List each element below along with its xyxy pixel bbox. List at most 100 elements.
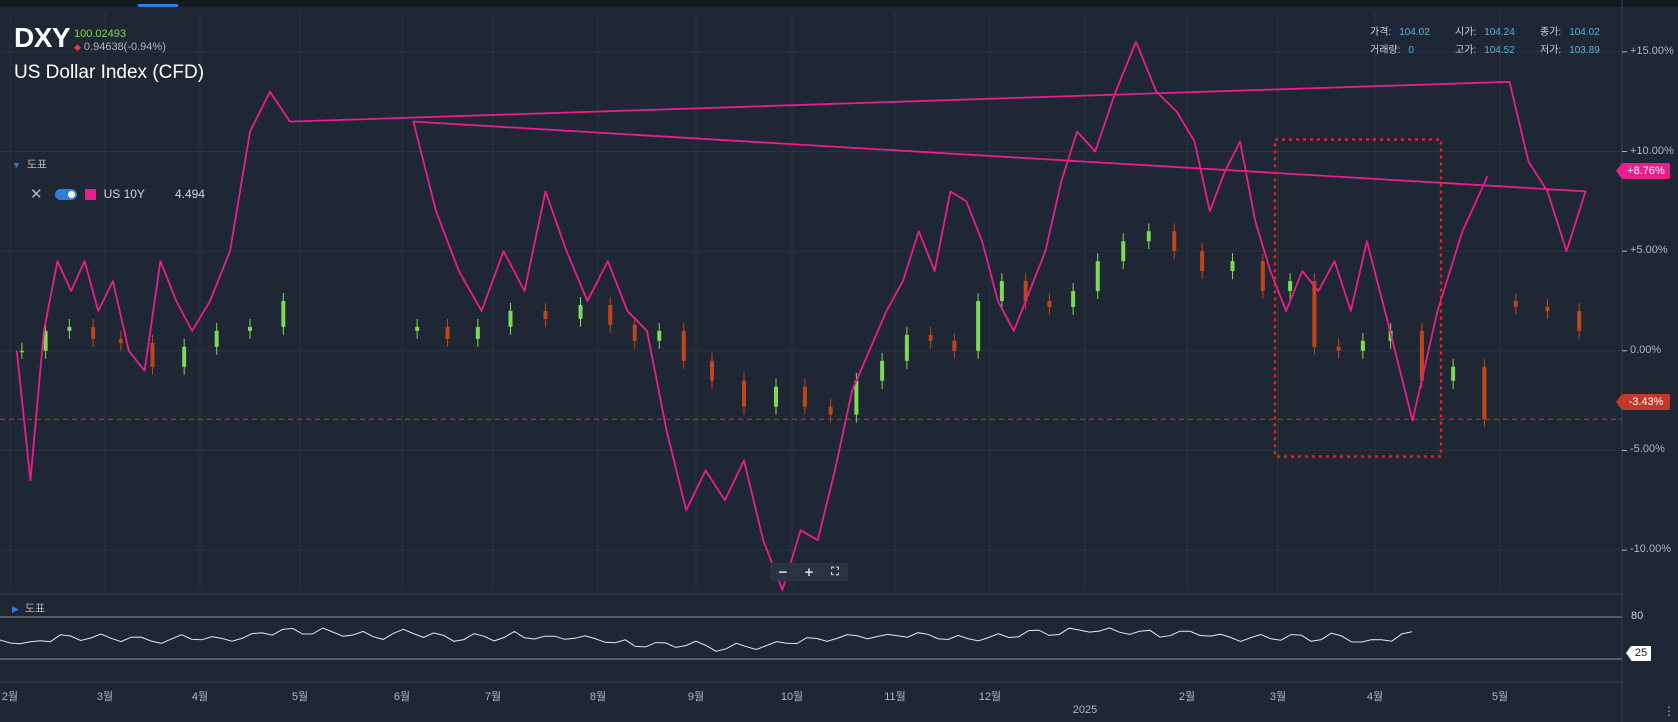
x-tick-label-8: 10월 (780, 691, 804, 703)
candle-body-23 (710, 360, 714, 381)
candle-body-27 (828, 406, 833, 415)
x-tick-label-2: 4월 (191, 691, 209, 703)
zoom-out-button[interactable]: − (778, 563, 788, 581)
x-tick-label-0: 2월 (1, 691, 19, 703)
x-tick-label-9: 11월 (884, 691, 906, 703)
candle-body-19 (608, 304, 613, 325)
candle-body-11 (1545, 306, 1550, 311)
indicator-toggle-label: 도표 (26, 159, 48, 171)
y-tick-label-4: -5.00% (1630, 443, 1665, 456)
candle-body-52 (1482, 366, 1487, 420)
highlight-box (1273, 138, 1443, 458)
indicator-toggle[interactable]: ▼ 도표 (12, 156, 47, 172)
candle-body-43 (1230, 261, 1235, 272)
x-tick-label-13: 3월 (1269, 691, 1287, 703)
lower-panel-toggle[interactable]: ▶ 도표 (12, 600, 45, 616)
x-tick-label-10: 12월 (978, 691, 1002, 703)
y-tick-label-0: +15.00% (1630, 44, 1674, 57)
candle-body-48 (1360, 340, 1365, 351)
candle-body-32 (952, 340, 957, 351)
y-tick-label-1: +10.00% (1630, 144, 1674, 157)
x-tick-label-6: 8월 (589, 691, 607, 703)
candle-body-25 (774, 386, 778, 407)
legend-us10y: ✕ US 10Y 4.494 (30, 185, 205, 203)
candle-body-45 (1288, 281, 1293, 292)
symbol-ticker: DXY (14, 22, 71, 53)
close-icon[interactable]: ✕ (30, 186, 43, 203)
x-tick-label-4: 6월 (393, 691, 411, 703)
candle-body-36 (1047, 301, 1052, 307)
x-tick-label-14: 4월 (1366, 691, 1384, 703)
candle-body-28 (854, 380, 859, 415)
candle-body-0 (19, 350, 24, 353)
ohlc-item-3: 거래량: 0 (1370, 41, 1414, 56)
candle-body-1 (43, 330, 48, 351)
us10y-line (15, 41, 1587, 591)
candle-body-31 (928, 334, 933, 341)
candle-body-21 (657, 330, 662, 341)
candle-body-26 (802, 386, 807, 407)
candle-body-13 (415, 326, 420, 331)
y-tick-label-2: +5.00% (1630, 244, 1668, 257)
candle-body-34 (999, 281, 1004, 301)
fullscreen-button[interactable]: ⛶ (831, 565, 839, 578)
zoom-in-button[interactable]: + (804, 563, 814, 581)
candle-body-14 (445, 326, 450, 339)
ohlc-label: 거래량: (1370, 45, 1401, 56)
more-options-icon[interactable]: ⋮ (1663, 704, 1675, 718)
candle-body-44 (1260, 261, 1265, 292)
candle-body-47 (1336, 346, 1341, 351)
oscillator-value-badge: 25 (1626, 646, 1651, 661)
ohlc-label: 시가: (1455, 27, 1477, 38)
ohlc-value: 104.02 (1569, 27, 1600, 38)
ohlc-value: 104.24 (1484, 27, 1515, 38)
candle-body-10 (1513, 301, 1518, 307)
candle-body-5 (150, 342, 155, 367)
top-tab-bar (0, 0, 1678, 7)
down-arrow-icon: ◆ (74, 42, 81, 52)
lower-panel-label: 도표 (24, 603, 46, 615)
us10y-series-line (15, 41, 1587, 591)
visibility-toggle[interactable] (54, 188, 77, 200)
ohlc-label: 저가: (1540, 45, 1562, 56)
x-tick-label-1: 3월 (96, 691, 114, 703)
ohlc-value: 103.89 (1569, 45, 1600, 56)
candle-body-15 (475, 326, 480, 339)
instrument-title: US Dollar Index (CFD) (14, 62, 205, 83)
last-price: 100.02493 (74, 28, 126, 40)
candle-body-41 (1172, 231, 1177, 252)
x-tick-label-5: 7월 (484, 691, 502, 703)
price-change-value: 0.94638(-0.94%) (83, 41, 166, 53)
x-tick-label-12: 2월 (1178, 691, 1196, 703)
active-tab-indicator[interactable] (138, 4, 178, 7)
us10y-value-badge: +8.76% (1616, 163, 1670, 179)
collapse-triangle-icon[interactable]: ▼ (12, 160, 21, 170)
candle-body-7 (214, 330, 219, 347)
ohlc-value: 0 (1408, 45, 1414, 56)
legend-series-value: 4.494 (174, 187, 205, 201)
candle-body-39 (1121, 241, 1126, 262)
ohlc-label: 가격: (1370, 27, 1392, 38)
x-year-label: 2025 (1072, 704, 1098, 716)
price-change: ◆ 0.94638(-0.94%) (74, 41, 166, 53)
oscillator-line (0, 627, 1413, 652)
y-tick-label-5: -10.00% (1630, 543, 1671, 556)
candle-body-50 (1419, 330, 1424, 381)
candle-body-33 (976, 301, 981, 351)
candle-body-3 (91, 326, 96, 339)
x-tick-label-3: 5월 (291, 691, 309, 703)
oscillator-level-label: 80 (1631, 610, 1644, 622)
candle-body-9 (281, 301, 286, 327)
highlight-box-rect (1273, 138, 1443, 458)
ohlc-value: 104.52 (1484, 45, 1515, 56)
oscillator-panel (0, 616, 1622, 660)
x-tick-label-7: 9월 (687, 691, 705, 703)
ohlc-item-1: 시가: 104.24 (1455, 23, 1515, 38)
chart-grid (0, 12, 1622, 590)
x-tick-label-15: 5월 (1491, 691, 1509, 703)
ohlc-item-0: 가격: 104.02 (1370, 23, 1430, 38)
expand-triangle-icon[interactable]: ▶ (12, 604, 19, 614)
candle-body-24 (742, 380, 746, 407)
ohlc-item-4: 고가: 104.52 (1455, 41, 1515, 56)
